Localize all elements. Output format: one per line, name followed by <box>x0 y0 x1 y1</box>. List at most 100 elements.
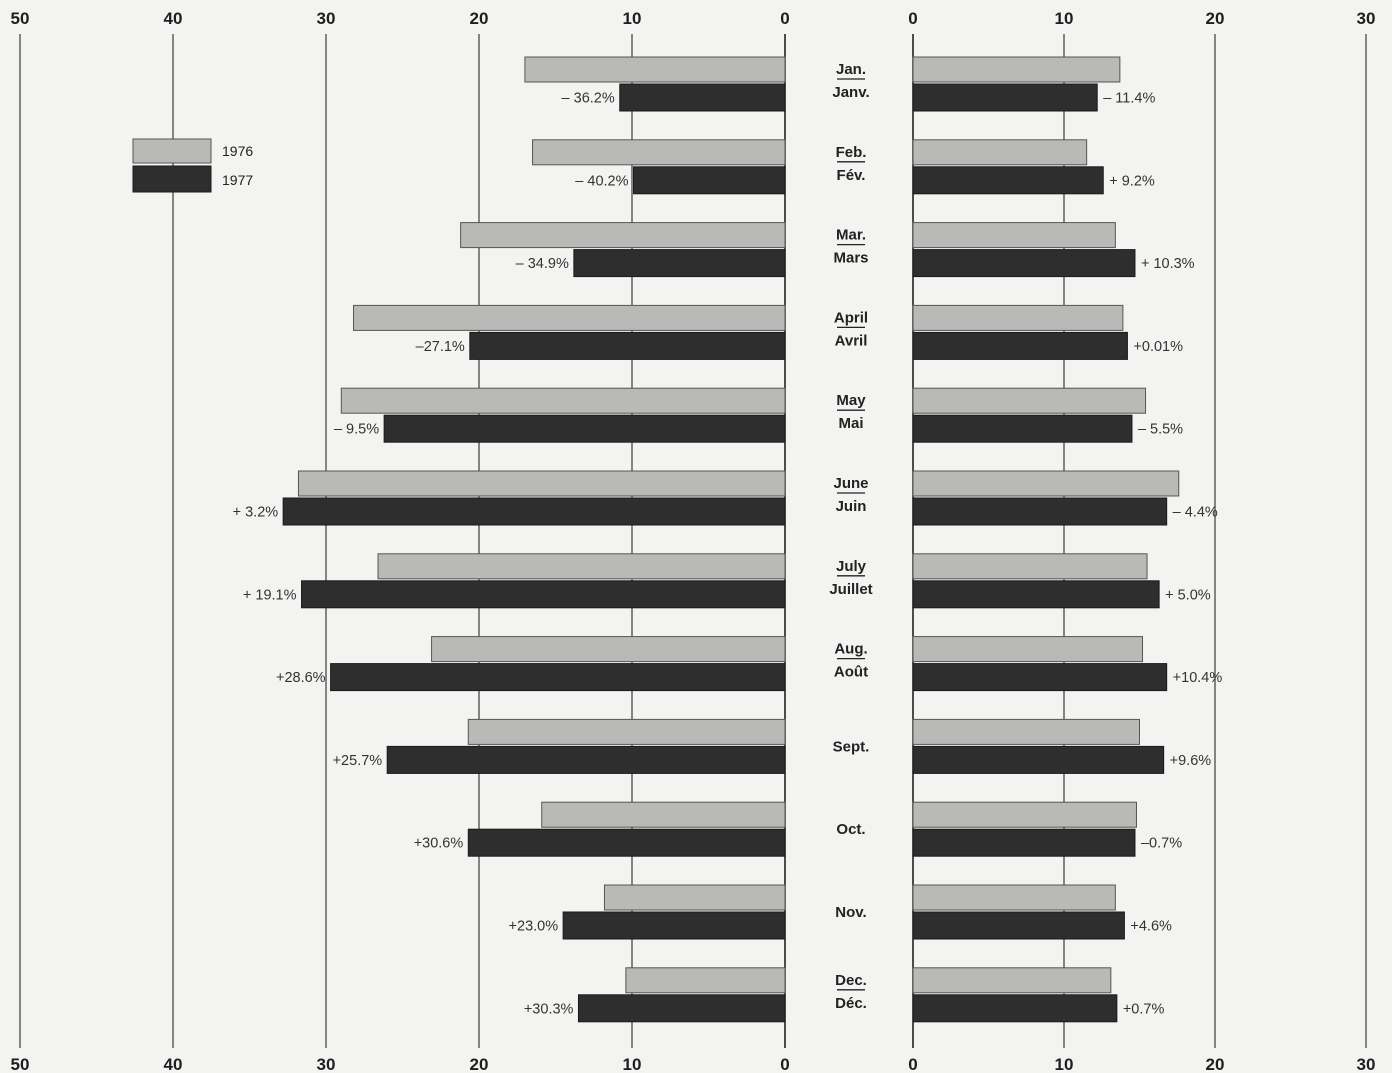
right-bar-1976 <box>912 884 1116 911</box>
right-change-label: + 10.3% <box>1141 256 1195 272</box>
right-top-tick-label: 0 <box>908 9 917 28</box>
right-change-label: – 4.4% <box>1173 505 1218 521</box>
right-change-label: + 9.2% <box>1109 173 1155 189</box>
left-bar-1977 <box>562 911 786 940</box>
left-bar-1976 <box>541 801 786 828</box>
right-change-label: +10.4% <box>1173 670 1223 686</box>
left-bar-1976 <box>431 636 786 663</box>
month-label-en: July <box>836 558 867 575</box>
left-bar-1976 <box>340 387 786 414</box>
left-bottom-tick-label: 10 <box>623 1055 642 1073</box>
month-label-fr: Mai <box>838 415 863 432</box>
left-change-label: – 9.5% <box>334 422 379 438</box>
left-bar-1976 <box>377 553 786 580</box>
left-bar-1976 <box>603 884 786 911</box>
left-bar-1977 <box>577 994 786 1023</box>
right-bottom-tick-label: 0 <box>908 1055 917 1073</box>
left-change-label: + 19.1% <box>243 587 297 603</box>
left-bar-1976 <box>467 718 786 745</box>
left-change-label: +25.7% <box>333 753 383 769</box>
left-bar-1977 <box>573 249 786 278</box>
right-bar-1976 <box>912 222 1116 249</box>
left-bar-1977 <box>469 331 786 360</box>
left-bar-1977 <box>383 414 786 443</box>
left-change-label: – 40.2% <box>575 173 628 189</box>
bars <box>282 56 1180 1023</box>
left-bar-1976 <box>297 470 786 497</box>
right-top-tick-label: 30 <box>1357 9 1376 28</box>
left-bar-1977 <box>619 83 786 112</box>
month-label-fr: Déc. <box>835 995 867 1012</box>
right-top-tick-label: 20 <box>1206 9 1225 28</box>
month-label-en: May <box>836 392 866 409</box>
month-label: Nov. <box>835 904 866 921</box>
right-change-label: +0.7% <box>1123 1001 1165 1017</box>
left-bar-1977 <box>467 828 786 857</box>
month-label-fr: Juin <box>836 498 867 515</box>
right-change-label: +4.6% <box>1130 919 1172 935</box>
right-bar-1976 <box>912 718 1140 745</box>
right-bar-1977 <box>912 414 1133 443</box>
left-change-label: +23.0% <box>509 919 559 935</box>
month-label: Oct. <box>836 821 865 838</box>
left-top-tick-label: 20 <box>470 9 489 28</box>
left-change-label: +30.6% <box>414 836 464 852</box>
right-top-tick-label: 10 <box>1055 9 1074 28</box>
right-bottom-tick-label: 20 <box>1206 1055 1225 1073</box>
left-top-tick-label: 50 <box>11 9 30 28</box>
right-bar-1976 <box>912 387 1147 414</box>
right-bar-1977 <box>912 331 1128 360</box>
right-bar-1977 <box>912 83 1098 112</box>
left-change-label: +30.3% <box>524 1001 574 1017</box>
right-bar-1976 <box>912 801 1137 828</box>
right-bar-1977 <box>912 580 1160 609</box>
left-bar-1977 <box>301 580 786 609</box>
right-change-label: – 11.4% <box>1103 91 1155 107</box>
left-bar-1977 <box>386 745 786 774</box>
left-change-label: –27.1% <box>416 339 465 355</box>
right-bar-1976 <box>912 56 1121 83</box>
left-bottom-tick-label: 50 <box>11 1055 30 1073</box>
month-label-fr: Janv. <box>832 84 869 101</box>
right-bar-1976 <box>912 470 1180 497</box>
left-bar-1976 <box>524 56 786 83</box>
legend-label-1976: 1976 <box>222 143 253 159</box>
month-label-fr: Août <box>834 664 868 681</box>
left-bar-1976 <box>353 304 786 331</box>
left-top-tick-label: 0 <box>780 9 789 28</box>
right-change-label: +0.01% <box>1133 339 1183 355</box>
right-bottom-tick-label: 30 <box>1357 1055 1376 1073</box>
left-bottom-tick-label: 40 <box>164 1055 183 1073</box>
month-label-en: Dec. <box>835 972 867 989</box>
right-bar-1977 <box>912 166 1104 195</box>
left-top-tick-label: 10 <box>623 9 642 28</box>
month-label-fr: Juillet <box>829 581 872 598</box>
right-bar-1976 <box>912 139 1088 166</box>
right-bar-1977 <box>912 911 1125 940</box>
left-change-label: – 36.2% <box>562 91 615 107</box>
left-bar-1976 <box>625 967 786 994</box>
right-bar-1977 <box>912 745 1165 774</box>
month-label-en: Feb. <box>836 144 867 161</box>
right-bar-1976 <box>912 967 1112 994</box>
left-bottom-tick-label: 30 <box>317 1055 336 1073</box>
right-bar-1977 <box>912 994 1118 1023</box>
legend-swatch-1977 <box>132 165 212 193</box>
right-change-label: –0.7% <box>1141 836 1182 852</box>
left-top-tick-label: 30 <box>317 9 336 28</box>
right-bar-1977 <box>912 497 1168 526</box>
legend-swatch-1976 <box>132 138 212 164</box>
month-label-en: April <box>834 309 868 326</box>
left-bar-1976 <box>460 222 786 249</box>
month-label-en: Mar. <box>836 227 866 244</box>
left-bottom-tick-label: 0 <box>780 1055 789 1073</box>
right-bar-1976 <box>912 636 1144 663</box>
left-bar-1977 <box>282 497 786 526</box>
month-label-en: Aug. <box>834 641 867 658</box>
left-change-label: + 3.2% <box>233 505 279 521</box>
right-change-label: +9.6% <box>1170 753 1212 769</box>
right-bar-1977 <box>912 828 1136 857</box>
month-label-en: June <box>833 475 868 492</box>
right-change-label: – 5.5% <box>1138 422 1183 438</box>
